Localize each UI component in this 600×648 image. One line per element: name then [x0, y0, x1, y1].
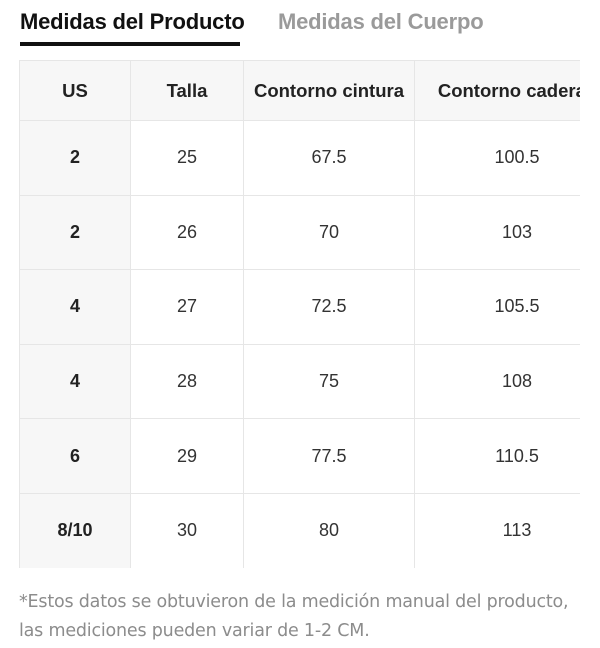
- disclaimer-line-1: *Estos datos se obtuvieron de la medició…: [19, 592, 569, 612]
- cell-us: 4: [19, 343, 131, 420]
- cell-talla: 30: [130, 492, 244, 568]
- cell-talla: 26: [130, 194, 244, 271]
- cell-cintura: 70: [243, 194, 415, 271]
- cell-talla: 28: [130, 343, 244, 420]
- header-contorno-caderas: Contorno caderas: [414, 60, 580, 121]
- cell-us: 2: [19, 120, 131, 196]
- table-row: 4 28 75 108: [19, 343, 580, 420]
- cell-talla: 25: [130, 120, 244, 196]
- cell-caderas: 113: [414, 492, 580, 568]
- table-row: 4 27 72.5 105.5: [19, 269, 580, 345]
- cell-caderas: 105.5: [414, 269, 580, 345]
- table-row: 8/10 30 80 113: [19, 492, 580, 568]
- cell-caderas: 108: [414, 343, 580, 420]
- cell-talla: 27: [130, 269, 244, 345]
- active-tab-indicator: [20, 42, 240, 46]
- table-header-row: US Talla Contorno cintura Contorno cader…: [19, 60, 580, 121]
- table-row: 2 25 67.5 100.5: [19, 120, 580, 196]
- cell-cintura: 72.5: [243, 269, 415, 345]
- table-row: 2 26 70 103: [19, 194, 580, 271]
- cell-caderas: 100.5: [414, 120, 580, 196]
- tab-body-measurements[interactable]: Medidas del Cuerpo: [278, 9, 484, 34]
- size-table: US Talla Contorno cintura Contorno cader…: [19, 60, 580, 568]
- cell-us: 2: [19, 194, 131, 271]
- size-tabs: Medidas del Producto Medidas del Cuerpo: [0, 0, 600, 50]
- cell-cintura: 80: [243, 492, 415, 568]
- measurement-disclaimer: *Estos datos se obtuvieron de la medició…: [19, 588, 589, 646]
- tab-product-measurements[interactable]: Medidas del Producto: [20, 9, 245, 34]
- cell-cintura: 77.5: [243, 418, 415, 494]
- header-talla: Talla: [130, 60, 244, 121]
- cell-us: 8/10: [19, 492, 131, 568]
- header-contorno-cintura: Contorno cintura: [243, 60, 415, 121]
- header-us: US: [19, 60, 131, 121]
- cell-cintura: 67.5: [243, 120, 415, 196]
- cell-cintura: 75: [243, 343, 415, 420]
- disclaimer-line-2: las mediciones pueden variar de 1-2 CM.: [19, 621, 370, 641]
- cell-caderas: 110.5: [414, 418, 580, 494]
- table-row: 6 29 77.5 110.5: [19, 418, 580, 494]
- cell-talla: 29: [130, 418, 244, 494]
- cell-caderas: 103: [414, 194, 580, 271]
- cell-us: 4: [19, 269, 131, 345]
- cell-us: 6: [19, 418, 131, 494]
- size-table-container: US Talla Contorno cintura Contorno cader…: [19, 60, 580, 568]
